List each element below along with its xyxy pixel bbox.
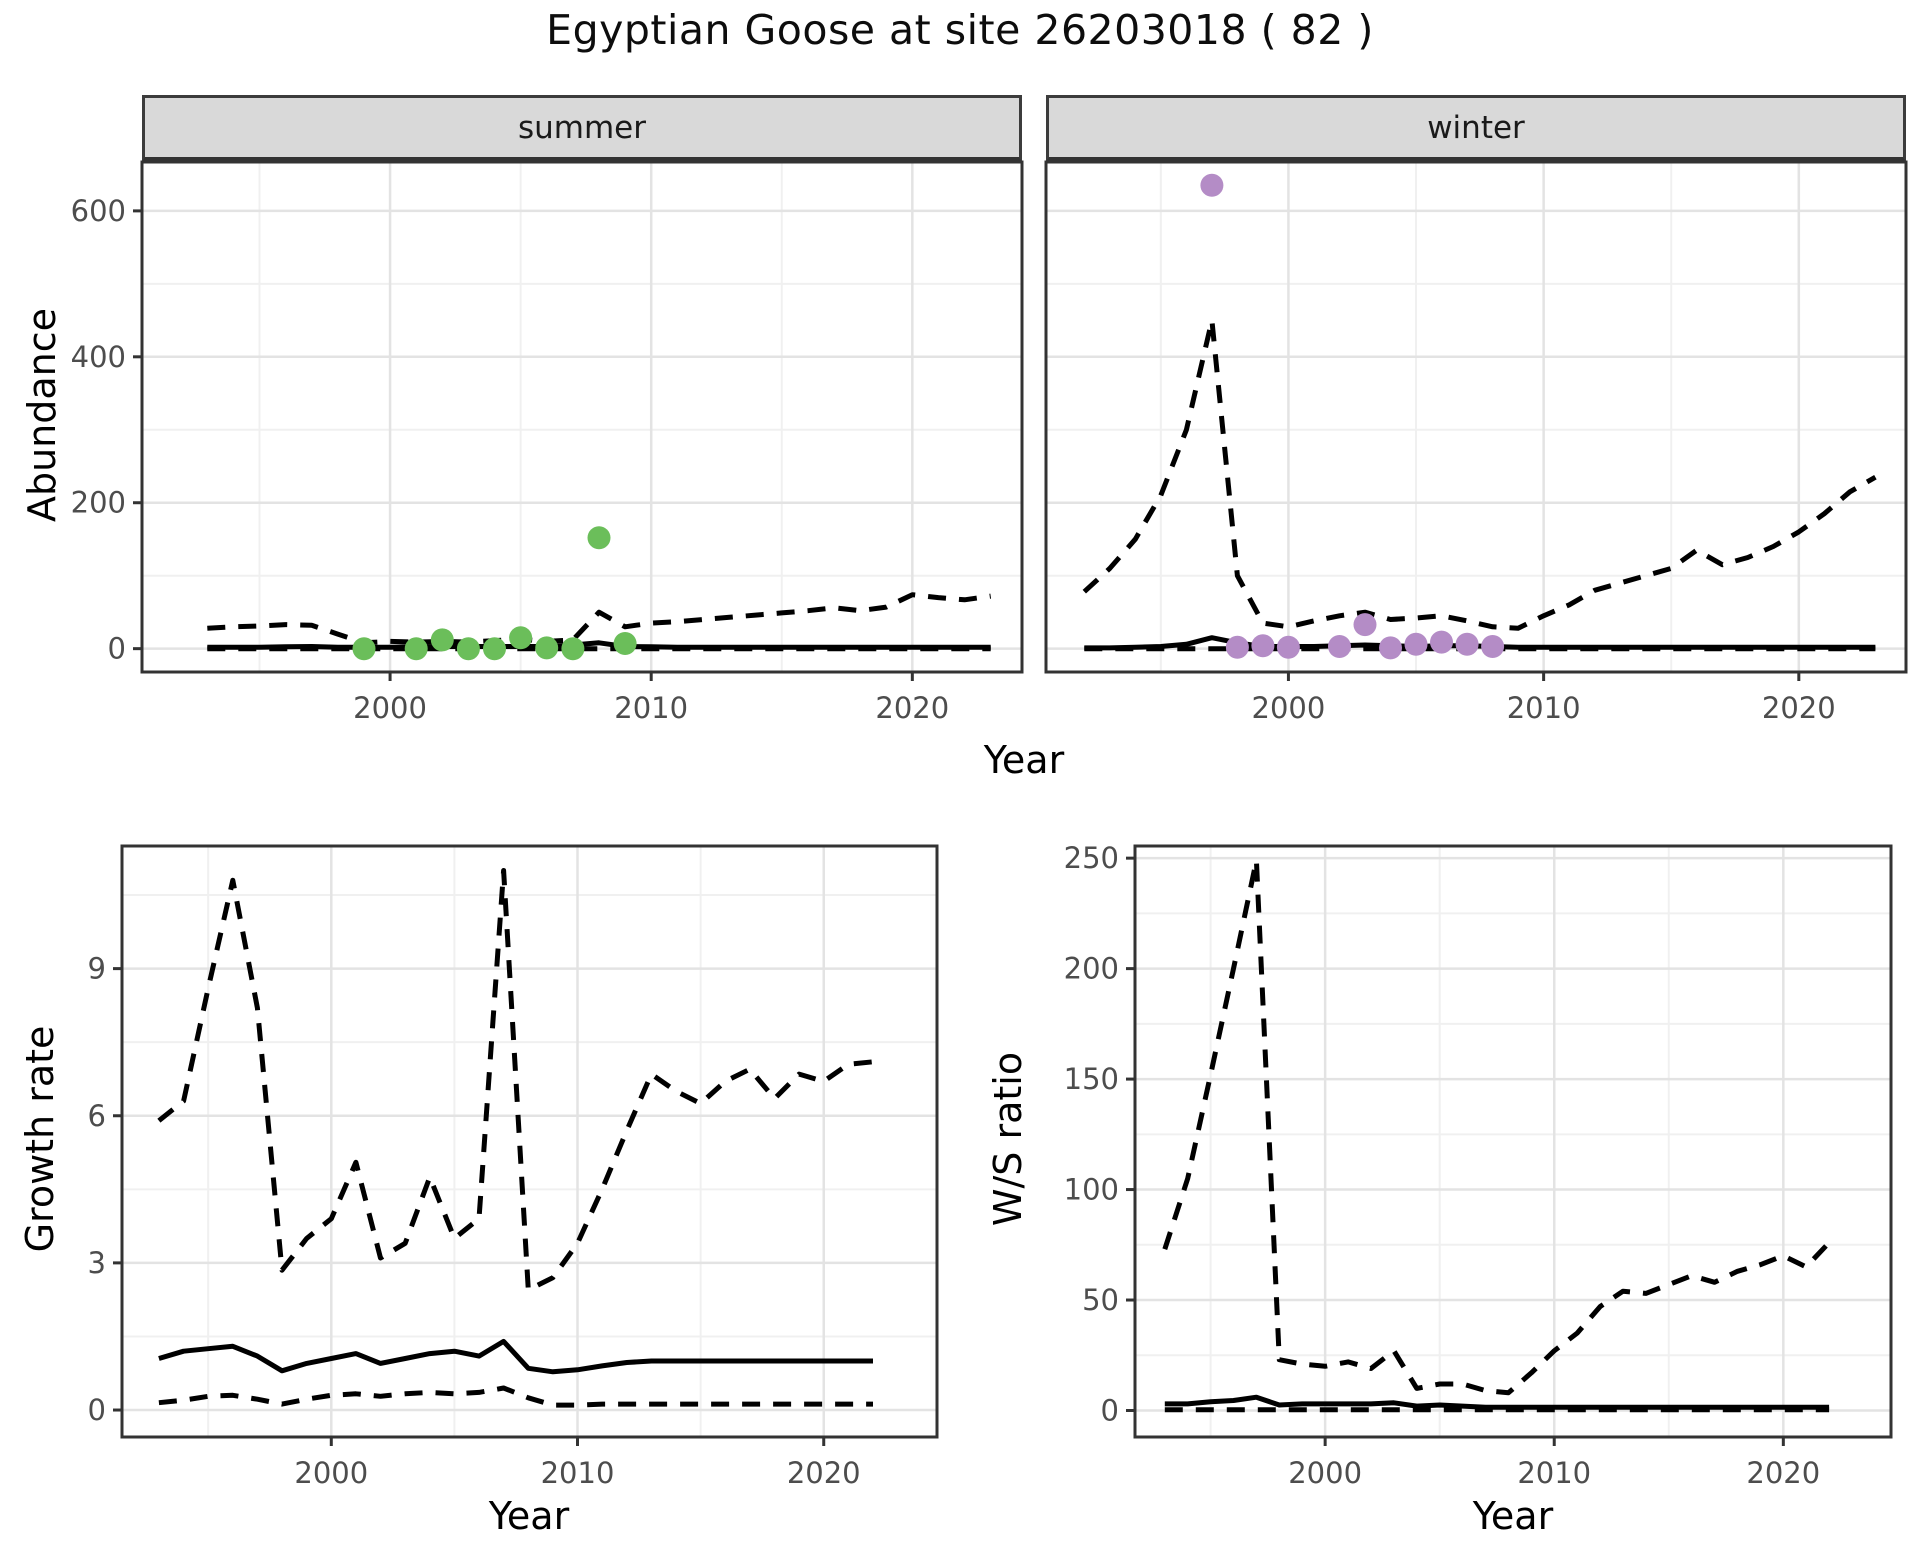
y-tick-label: 600 [71,194,126,228]
x-axis-title-top: Year [983,738,1065,782]
y-tick-label: 250 [1064,841,1119,875]
y-tick-label: 6 [88,1099,106,1133]
series-upper_ci [207,592,992,646]
observed-point [1276,635,1300,659]
x-tick-label: 2020 [787,1456,861,1490]
panel-ws-ratio: 2000 2010 2020 0 50 100 150 200 250 [1064,841,1893,1490]
panel-border [1133,844,1893,1439]
observed-point [1251,634,1275,658]
observed-point [1225,635,1249,659]
y-axis-title-ws-ratio: W/S ratio [986,1051,1030,1227]
observed-point [1200,173,1224,197]
panel-background [122,846,937,1437]
x-tick-label: 2000 [1288,1456,1362,1490]
panel-background [1135,846,1891,1437]
series-upper_ci [1082,317,1877,631]
y-tick-label: 3 [88,1246,106,1280]
observed-point [1404,632,1428,656]
observed-point [561,637,585,661]
observed-point [1455,632,1479,656]
observed-point [430,628,454,652]
x-tick-label: 2000 [353,691,427,725]
observed-point [587,526,611,550]
observed-point [509,626,533,650]
observed-point [1353,613,1377,637]
panel-background [142,162,1022,672]
panel-border [1044,160,1908,674]
facet-strip-summer-label: summer [517,109,646,146]
observed-point [535,636,559,660]
y-tick-label: 200 [1064,952,1119,986]
y-tick-label: 0 [108,632,126,666]
y-tick-label: 150 [1064,1062,1119,1096]
x-axis-title-ws-ratio: Year [1472,1494,1554,1538]
panel-border [140,160,1024,674]
observed-point [1430,630,1453,654]
y-tick-label: 0 [88,1393,106,1427]
panel-background [1046,162,1906,672]
x-tick-label: 2010 [1507,691,1581,725]
y-tick-label: 50 [1082,1283,1119,1317]
chart-title: Egyptian Goose at site 26203018 ( 82 ) [546,6,1374,54]
x-tick-label: 2000 [1252,691,1326,725]
series-lower_ci [158,1385,873,1408]
facet-strip-winter: winter [1046,95,1906,162]
observed-point [613,632,637,655]
series-median [1164,1394,1830,1410]
facet-strip-summer: summer [142,95,1022,162]
observed-point [1328,635,1351,658]
y-tick-label: 9 [88,952,106,986]
observed-point [483,637,506,661]
x-tick-label: 2020 [875,691,949,725]
observed-point [1481,635,1505,658]
x-tick-label: 2010 [614,691,688,725]
series-upper_ci [1162,857,1831,1396]
x-tick-label: 2010 [541,1456,615,1490]
series-median [158,1338,873,1375]
x-tick-label: 2020 [1762,691,1836,725]
x-tick-label: 2010 [1517,1456,1591,1490]
panel-growth-rate: 2000 2010 2020 0 3 6 9 [88,844,939,1490]
y-tick-label: 100 [1064,1173,1119,1207]
y-tick-label: 0 [1101,1393,1119,1427]
panel-abundance-summer: 2000 2010 2020 0 200 400 600 [71,160,1024,725]
observed-point [456,637,480,661]
observed-point [1379,636,1402,660]
facet-strip-winter-label: winter [1427,109,1525,146]
observed-point [352,637,376,661]
x-tick-label: 2000 [294,1456,368,1490]
y-tick-label: 200 [71,486,126,520]
x-tick-label: 2020 [1746,1456,1820,1490]
x-axis-title-growth-rate: Year [488,1494,570,1538]
observed-point [404,637,428,661]
panel-border [120,844,939,1439]
panel-abundance-winter: 2000 2010 2020 [1044,160,1908,725]
y-tick-label: 400 [71,340,126,374]
